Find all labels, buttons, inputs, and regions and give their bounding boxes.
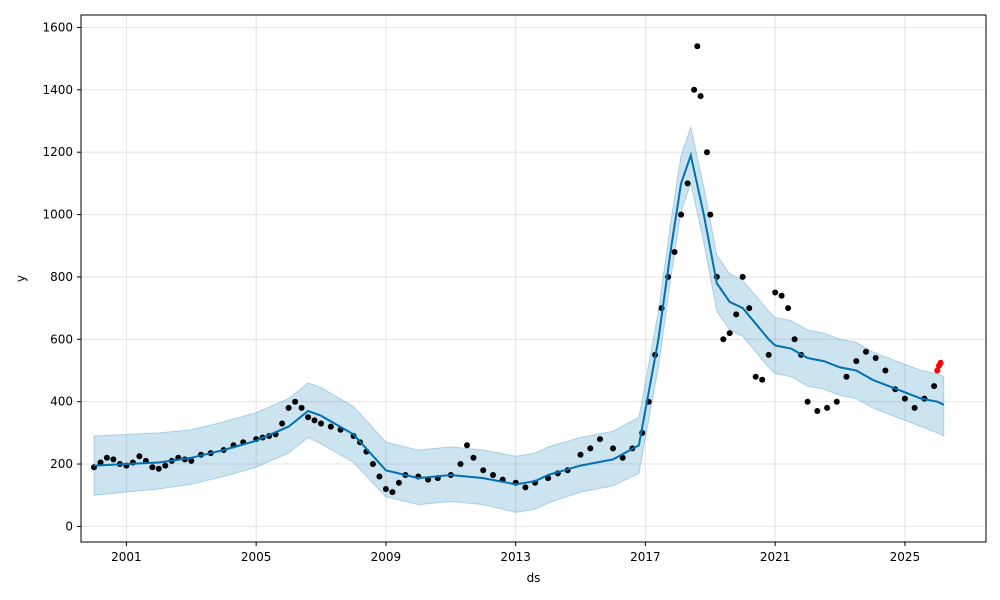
axes [80, 14, 987, 543]
observed-point [97, 459, 104, 466]
y-tick-label: 1400 [42, 83, 73, 97]
observed-point [684, 180, 691, 187]
observed-point [814, 408, 821, 414]
observed-point [382, 486, 389, 492]
observed-point [765, 351, 772, 358]
observed-point [110, 456, 117, 463]
observed-point [376, 473, 383, 480]
observed-point [882, 367, 889, 374]
observed-point [587, 445, 594, 452]
observed-point [697, 93, 704, 100]
observed-point [863, 348, 869, 355]
y-tick-label: 1200 [42, 145, 73, 159]
y-tick-label: 1600 [42, 20, 73, 34]
observed-point [480, 467, 487, 474]
uncertainty-interval-band [93, 125, 945, 513]
observed-point [824, 404, 831, 411]
observed-point [327, 423, 334, 430]
y-tick-label: 600 [50, 332, 73, 346]
observed-point [872, 355, 879, 361]
y-tick-label: 200 [50, 457, 73, 471]
x-tick-label: 2013 [500, 550, 531, 564]
observed-point [457, 461, 464, 467]
observed-point [389, 489, 396, 496]
x-tick-label: 2009 [371, 550, 402, 564]
y-tick-label: 800 [50, 270, 73, 284]
observed-point [395, 479, 402, 486]
forecast-line [93, 151, 945, 486]
observed-point [597, 436, 603, 443]
y-tick-label: 1000 [42, 208, 73, 222]
observed-point [901, 395, 908, 402]
observed-point [853, 358, 860, 365]
observed-point [843, 373, 850, 380]
observed-point [691, 86, 698, 93]
observed-point [785, 305, 792, 312]
observed-point [610, 445, 616, 452]
observed-point [746, 305, 753, 312]
observed-point [911, 404, 918, 411]
observed-point [298, 404, 305, 411]
observed-point [720, 336, 727, 343]
observed-point [704, 149, 710, 156]
observed-point [804, 398, 811, 405]
interval-band-layer [93, 125, 945, 513]
x-tick-label: 2021 [760, 550, 791, 564]
observed-point [778, 292, 785, 299]
observed-point [759, 376, 766, 383]
ticks: 2001 2005 2009 2013 2017 2021 2025 0 200 400 600 80… [42, 20, 920, 564]
observed-point [619, 454, 626, 461]
observed-point [162, 462, 169, 469]
observed-point [103, 454, 110, 461]
y-tick-label: 0 [65, 519, 73, 533]
observed-point [733, 311, 740, 318]
observed-point [726, 330, 733, 337]
observed-point [318, 420, 324, 427]
observed-point [577, 451, 584, 458]
observed-point [772, 289, 779, 296]
observed-point [707, 211, 714, 218]
x-axis-label: ds [527, 571, 541, 585]
observed-point [490, 472, 496, 478]
x-tick-label: 2005 [241, 550, 272, 564]
observed-point [522, 484, 529, 491]
observed-point [292, 398, 299, 405]
recent-observed-point [937, 359, 944, 366]
x-tick-label: 2001 [111, 550, 142, 564]
y-tick-label: 400 [50, 395, 73, 409]
x-tick-label: 2025 [890, 550, 921, 564]
observed-point [931, 383, 938, 390]
observed-point [149, 464, 156, 471]
observed-point [188, 457, 195, 464]
observed-point [311, 417, 318, 424]
observed-point [678, 211, 685, 218]
y-axis-label: y [14, 275, 28, 282]
observed-point [305, 414, 312, 421]
observed-point [752, 373, 759, 380]
observed-point [739, 273, 746, 280]
observed-point [155, 465, 162, 472]
recent-observed-point [934, 367, 941, 374]
observed-point [136, 453, 143, 460]
observed-point [285, 404, 292, 411]
observed-point [833, 398, 840, 405]
forecast-line-layer [93, 151, 945, 486]
observed-point [279, 420, 286, 427]
x-tick-label: 2017 [630, 550, 661, 564]
plot-frame [80, 14, 987, 543]
observed-point [671, 249, 678, 255]
observed-point [464, 442, 470, 449]
observed-point [369, 461, 376, 467]
observed-point [791, 336, 798, 343]
observed-point [694, 43, 701, 50]
observed-point [470, 454, 477, 461]
